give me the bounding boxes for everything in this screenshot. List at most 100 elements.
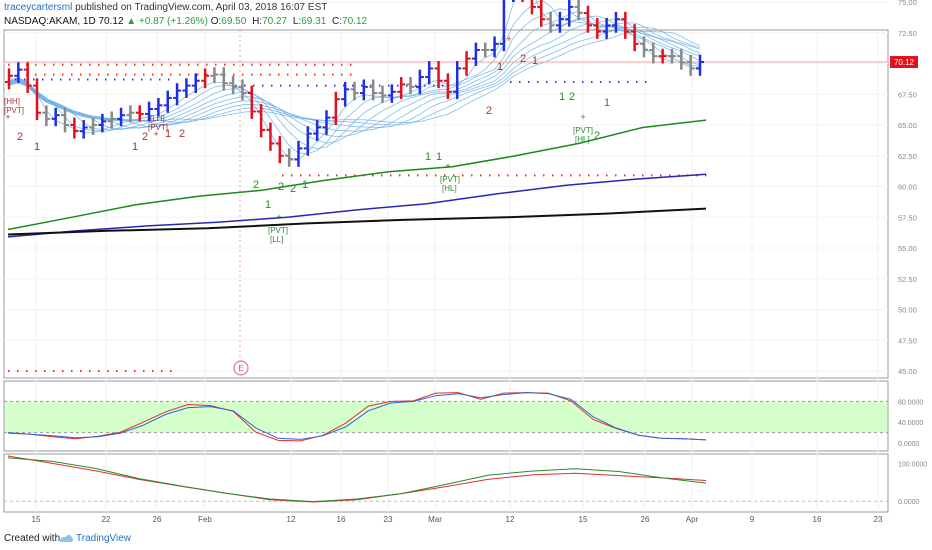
x-tick-label: 22 bbox=[102, 515, 111, 524]
count-number: 1 bbox=[132, 141, 138, 153]
count-number: 1 bbox=[165, 128, 171, 140]
publish-line: traceycartersml published on TradingView… bbox=[4, 2, 327, 13]
x-tick-label: 16 bbox=[813, 515, 822, 524]
ribbon-line bbox=[8, 30, 701, 123]
pivot-label: [PVT] bbox=[148, 123, 168, 132]
count-number: 1 bbox=[559, 91, 565, 103]
pivot-label: [HL] bbox=[442, 184, 457, 193]
stochastic-pane-frame bbox=[3, 380, 889, 452]
count-number: 1 bbox=[265, 199, 271, 211]
x-tick-label: 26 bbox=[641, 515, 650, 524]
pivot-marker-icon: + bbox=[153, 129, 158, 139]
count-number: 1 bbox=[436, 151, 442, 163]
count-number: 2 bbox=[278, 181, 284, 193]
pivot-label: [PVT] bbox=[440, 175, 460, 184]
pivot-marker-icon: + bbox=[445, 161, 450, 171]
count-number: 1 bbox=[532, 55, 538, 67]
price-tick-label: 50.00 bbox=[898, 306, 917, 315]
x-tick-label: 23 bbox=[874, 515, 883, 524]
last-price-badge bbox=[890, 56, 918, 69]
pivot-marker-icon: + bbox=[5, 112, 10, 122]
count-number: 2 bbox=[594, 130, 600, 142]
price-tick-label: 55.00 bbox=[898, 244, 917, 253]
pivot-marker-icon: + bbox=[276, 212, 281, 222]
count-number: 2 bbox=[290, 183, 296, 195]
price-tick-label: 47.50 bbox=[898, 336, 917, 345]
x-tick-label: 26 bbox=[153, 515, 162, 524]
price-tick-label: 52.50 bbox=[898, 275, 917, 284]
price-tick-label: 65.00 bbox=[898, 121, 917, 130]
stoch-tick-label: 40.0000 bbox=[898, 420, 923, 427]
open-value: 69.50 bbox=[221, 16, 247, 27]
sma-fast-line bbox=[7, 119, 707, 231]
x-tick-label: 12 bbox=[506, 515, 515, 524]
earnings-label: E bbox=[238, 364, 243, 373]
count-number: 1 bbox=[497, 61, 503, 73]
x-tick-label: 16 bbox=[337, 515, 346, 524]
count-number: 1 bbox=[425, 151, 431, 163]
price-tick-label: 67.50 bbox=[898, 90, 917, 99]
lower-tick-label: 100.0000 bbox=[898, 462, 927, 469]
price-tick-label: 45.00 bbox=[898, 367, 917, 376]
high-value: 70.27 bbox=[262, 16, 288, 27]
sma-slow-line bbox=[7, 207, 707, 236]
pivot-label: [HH] bbox=[4, 97, 20, 106]
x-tick-label: 15 bbox=[32, 515, 41, 524]
ribbon-line bbox=[8, 26, 701, 126]
lower-tick-label: 0.0000 bbox=[898, 499, 920, 506]
close-value: 70.12 bbox=[342, 16, 368, 27]
tradingview-brand[interactable]: TradingView bbox=[76, 533, 132, 544]
price-tick-label: 75.00 bbox=[898, 0, 917, 7]
count-number: 2 bbox=[569, 91, 575, 103]
tradingview-logo-icon bbox=[58, 531, 74, 549]
count-number: 1 bbox=[34, 141, 40, 153]
stoch-d-line bbox=[7, 392, 707, 441]
price-tick-label: 72.50 bbox=[898, 29, 917, 38]
stoch-k-line bbox=[7, 392, 707, 442]
lower-green-line bbox=[7, 457, 707, 503]
pivot-label: [LL] bbox=[270, 235, 283, 244]
x-tick-label: Feb bbox=[198, 515, 212, 524]
price-tick-label: 62.50 bbox=[898, 152, 917, 161]
pivot-marker-icon: + bbox=[506, 34, 511, 44]
count-number: 2 bbox=[17, 131, 23, 143]
count-number: 1 bbox=[604, 97, 610, 109]
x-tick-label: Apr bbox=[686, 515, 699, 524]
pivot-label: [LH] bbox=[150, 114, 165, 123]
x-tick-label: 9 bbox=[750, 515, 755, 524]
price-tick-label: 60.00 bbox=[898, 183, 917, 192]
count-number: 1 bbox=[302, 179, 308, 191]
pivot-label: [PVT] bbox=[4, 106, 24, 115]
stochastic-zone bbox=[5, 401, 887, 433]
chart-canvas[interactable]: [HH][PVT][LH][PVT][PVT][LL][PVT][HL][PVT… bbox=[0, 0, 932, 527]
stoch-tick-label: 80.0000 bbox=[898, 399, 923, 406]
pivot-label: [HL] bbox=[575, 135, 590, 144]
ribbon-line bbox=[8, 22, 701, 128]
symbol-label: NASDAQ:AKAM, 1D bbox=[4, 16, 96, 27]
count-number: 2 bbox=[486, 105, 492, 117]
ribbon-line bbox=[8, 8, 701, 150]
author-link[interactable]: traceycartersml bbox=[4, 2, 73, 13]
last-price-label: 70.12 bbox=[894, 58, 915, 67]
sma-mid-line bbox=[7, 173, 707, 238]
stoch-tick-label: 0.0000 bbox=[898, 441, 920, 448]
count-number: 2 bbox=[253, 179, 259, 191]
lower-red-line bbox=[7, 455, 707, 503]
price-tick-label: 57.50 bbox=[898, 213, 917, 222]
count-number: 2 bbox=[179, 128, 185, 140]
earnings-marker-icon bbox=[233, 360, 249, 376]
x-tick-label: Mar bbox=[428, 515, 442, 524]
price-pane-frame bbox=[3, 29, 889, 379]
x-tick-label: 15 bbox=[579, 515, 588, 524]
footer: Created with TradingView bbox=[0, 527, 932, 550]
x-tick-label: 12 bbox=[287, 515, 296, 524]
count-number: 2 bbox=[142, 131, 148, 143]
ohlc-line: NASDAQ:AKAM, 1D 70.12 ▲ +0.87 (+1.26%) O… bbox=[4, 16, 368, 27]
published-text: published on TradingView.com, April 03, … bbox=[75, 2, 328, 13]
pivot-label: [PVT] bbox=[573, 126, 593, 135]
count-number: 2 bbox=[520, 53, 526, 65]
lower-pane-frame bbox=[3, 453, 889, 513]
ribbon-line bbox=[8, 15, 701, 137]
pivot-label: [PVT] bbox=[268, 226, 288, 235]
change-value: ▲ +0.87 (+1.26%) bbox=[126, 16, 208, 27]
